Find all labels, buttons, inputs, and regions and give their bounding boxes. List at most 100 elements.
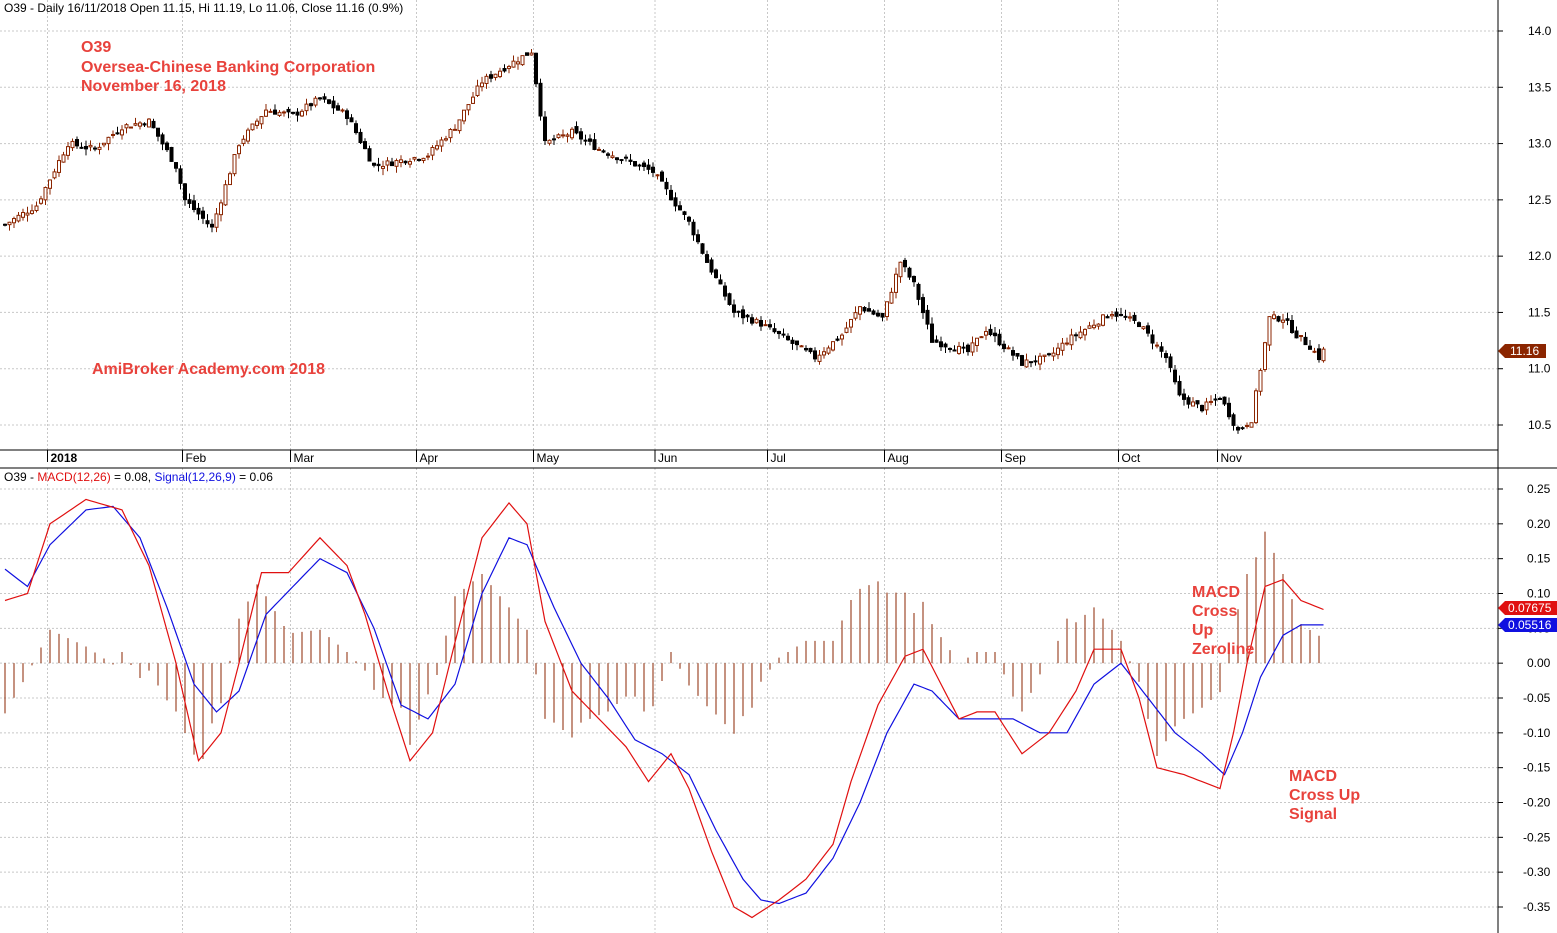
price-tick-label: 11.5 xyxy=(1528,305,1551,319)
candle xyxy=(570,127,574,140)
annotation-zeroline-3: Up xyxy=(1192,622,1214,639)
candle xyxy=(1002,340,1006,353)
candle xyxy=(1227,397,1231,420)
annotation-zeroline-4: Zeroline xyxy=(1192,641,1254,658)
candle xyxy=(876,309,880,318)
candle xyxy=(21,208,25,221)
candle xyxy=(187,193,192,209)
price-info-line: O39 - Daily 16/11/2018 Open 11.15, Hi 11… xyxy=(4,1,403,15)
candle xyxy=(984,326,988,340)
candle xyxy=(894,267,898,299)
candle xyxy=(408,158,412,168)
candle xyxy=(223,180,228,206)
candle xyxy=(174,162,178,173)
candle xyxy=(709,257,714,275)
candle xyxy=(1150,329,1155,350)
macd-value-tag: 0.07675 xyxy=(1498,601,1557,615)
candle xyxy=(228,171,232,186)
candle xyxy=(70,138,75,151)
candle xyxy=(1263,341,1267,372)
candle xyxy=(1204,397,1209,415)
candle xyxy=(183,183,187,206)
candle xyxy=(264,104,268,117)
candle xyxy=(345,108,349,126)
candle xyxy=(1047,352,1051,357)
candle xyxy=(363,138,367,150)
candle xyxy=(1173,364,1177,385)
price-info-change: (0.9%) xyxy=(368,1,403,15)
candle xyxy=(43,186,48,206)
candle xyxy=(633,161,637,167)
candle xyxy=(1299,335,1303,342)
annotation-signal-1: MACD xyxy=(1289,768,1337,785)
candle xyxy=(1137,321,1141,328)
candle xyxy=(705,250,709,263)
candle xyxy=(583,134,588,146)
candle xyxy=(835,336,840,342)
candle xyxy=(1186,395,1191,409)
candle xyxy=(192,194,196,213)
candle xyxy=(453,124,457,131)
candle xyxy=(759,316,763,331)
candle xyxy=(489,70,493,83)
candle xyxy=(1060,338,1065,356)
last-price-tag: 11.16 xyxy=(1498,344,1546,358)
candle xyxy=(1312,347,1317,354)
candle xyxy=(678,201,682,211)
candle xyxy=(970,336,975,356)
price-info-low: 11.06 xyxy=(266,1,295,15)
price-tick-label: 14.0 xyxy=(1528,24,1552,38)
candle xyxy=(808,347,813,354)
candle xyxy=(340,108,345,113)
candle xyxy=(3,223,7,227)
macd-tick-label: 0.15 xyxy=(1527,552,1551,566)
price-info-high: 11.19 xyxy=(213,1,242,15)
candle xyxy=(885,301,889,321)
candle xyxy=(291,111,295,115)
candle xyxy=(669,184,673,201)
candle xyxy=(1236,425,1240,434)
candle xyxy=(750,313,754,326)
candle xyxy=(142,122,147,127)
candle xyxy=(169,146,174,162)
annotation-zeroline-1: MACD xyxy=(1192,584,1240,601)
candle xyxy=(889,287,894,304)
candle xyxy=(1146,322,1150,337)
candle xyxy=(66,142,70,160)
candle xyxy=(1303,332,1308,346)
candle xyxy=(97,142,102,155)
last-price-tag-label: 11.16 xyxy=(1510,344,1539,358)
candle xyxy=(156,127,160,142)
candle xyxy=(903,257,907,273)
candle xyxy=(1321,346,1326,363)
price-info-high-label: Hi xyxy=(198,1,209,15)
candle xyxy=(1128,312,1132,322)
candle xyxy=(115,126,120,135)
candle xyxy=(1285,312,1290,326)
candle xyxy=(741,305,745,325)
candle xyxy=(372,162,376,168)
candle xyxy=(660,170,664,182)
candle xyxy=(898,261,903,283)
candle xyxy=(313,95,318,108)
candle xyxy=(1245,422,1249,429)
candle xyxy=(831,341,835,352)
candle xyxy=(268,108,273,113)
candle xyxy=(273,104,277,115)
candle xyxy=(610,151,615,159)
month-label: Jul xyxy=(771,451,786,465)
price-tick-label: 12.5 xyxy=(1528,193,1552,207)
candle xyxy=(516,56,520,70)
candle xyxy=(1092,319,1096,330)
candle xyxy=(624,154,628,162)
candle xyxy=(1141,326,1146,331)
candle xyxy=(574,121,579,135)
candle xyxy=(507,64,511,74)
candle xyxy=(1029,361,1033,368)
candle xyxy=(34,201,39,213)
candle xyxy=(916,282,921,306)
candle xyxy=(1164,350,1168,363)
candle xyxy=(133,117,138,127)
candle xyxy=(700,243,705,255)
